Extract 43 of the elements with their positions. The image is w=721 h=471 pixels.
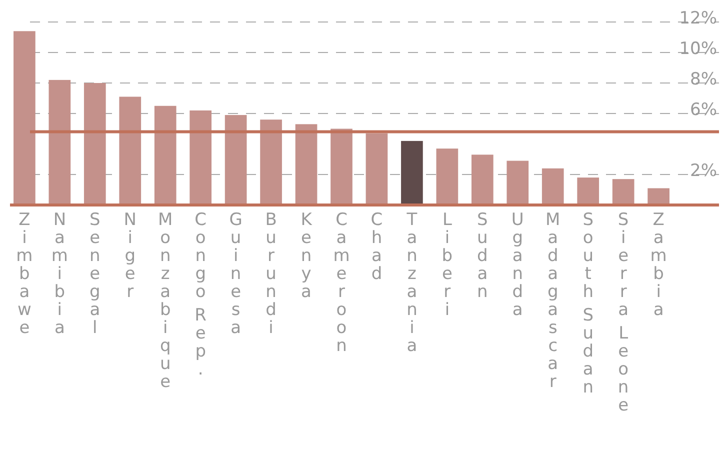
category-label: South Sudan [582,210,594,398]
y-tick-label: 6% [690,100,717,120]
bar [542,168,564,205]
bar [260,120,282,205]
bar [330,128,352,205]
x-tick-label: Namibia [51,210,68,338]
bar [577,178,600,205]
x-tick-label: Uganda [511,210,524,320]
bar [366,133,388,205]
bar [224,115,247,205]
x-tick-label: Guinesa [229,210,242,338]
x-tick-label: Niger [124,210,136,302]
bar [506,160,529,205]
x-tick-label: Zambia [650,210,667,320]
bar [154,106,176,205]
y-tick-label: 10% [679,39,717,60]
category-label: Sierra Leone [618,210,629,416]
y-tick-label: 2% [690,161,717,182]
bar [48,80,71,205]
x-tick-label: Chad [370,210,383,284]
category-label: Monzabique [158,210,173,392]
bar [190,110,212,205]
x-tick-label: Tanzania [406,210,418,356]
x-tick-label: Burundi [265,210,277,338]
x-tick-label: Senegal [90,210,100,338]
x-tick-label: Liberi [442,210,453,320]
x-tick-label: Cameroon [333,210,350,356]
bar [648,188,670,205]
bar [471,154,494,205]
bar [612,179,634,205]
category-label: Madagascar [546,210,560,392]
category-label: Congo Rep. [194,210,207,380]
bar [401,140,423,205]
bar [84,83,106,205]
x-tick-label: Kenya [300,210,313,302]
y-tick-label: 8% [690,70,717,90]
bar [295,124,318,205]
bar [436,148,458,205]
x-tick-label: Zimbawe [16,210,33,338]
x-tick-label: Sudan [477,210,488,302]
y-tick-label: 12% [679,8,717,29]
bar [119,96,142,205]
bar [14,31,36,205]
